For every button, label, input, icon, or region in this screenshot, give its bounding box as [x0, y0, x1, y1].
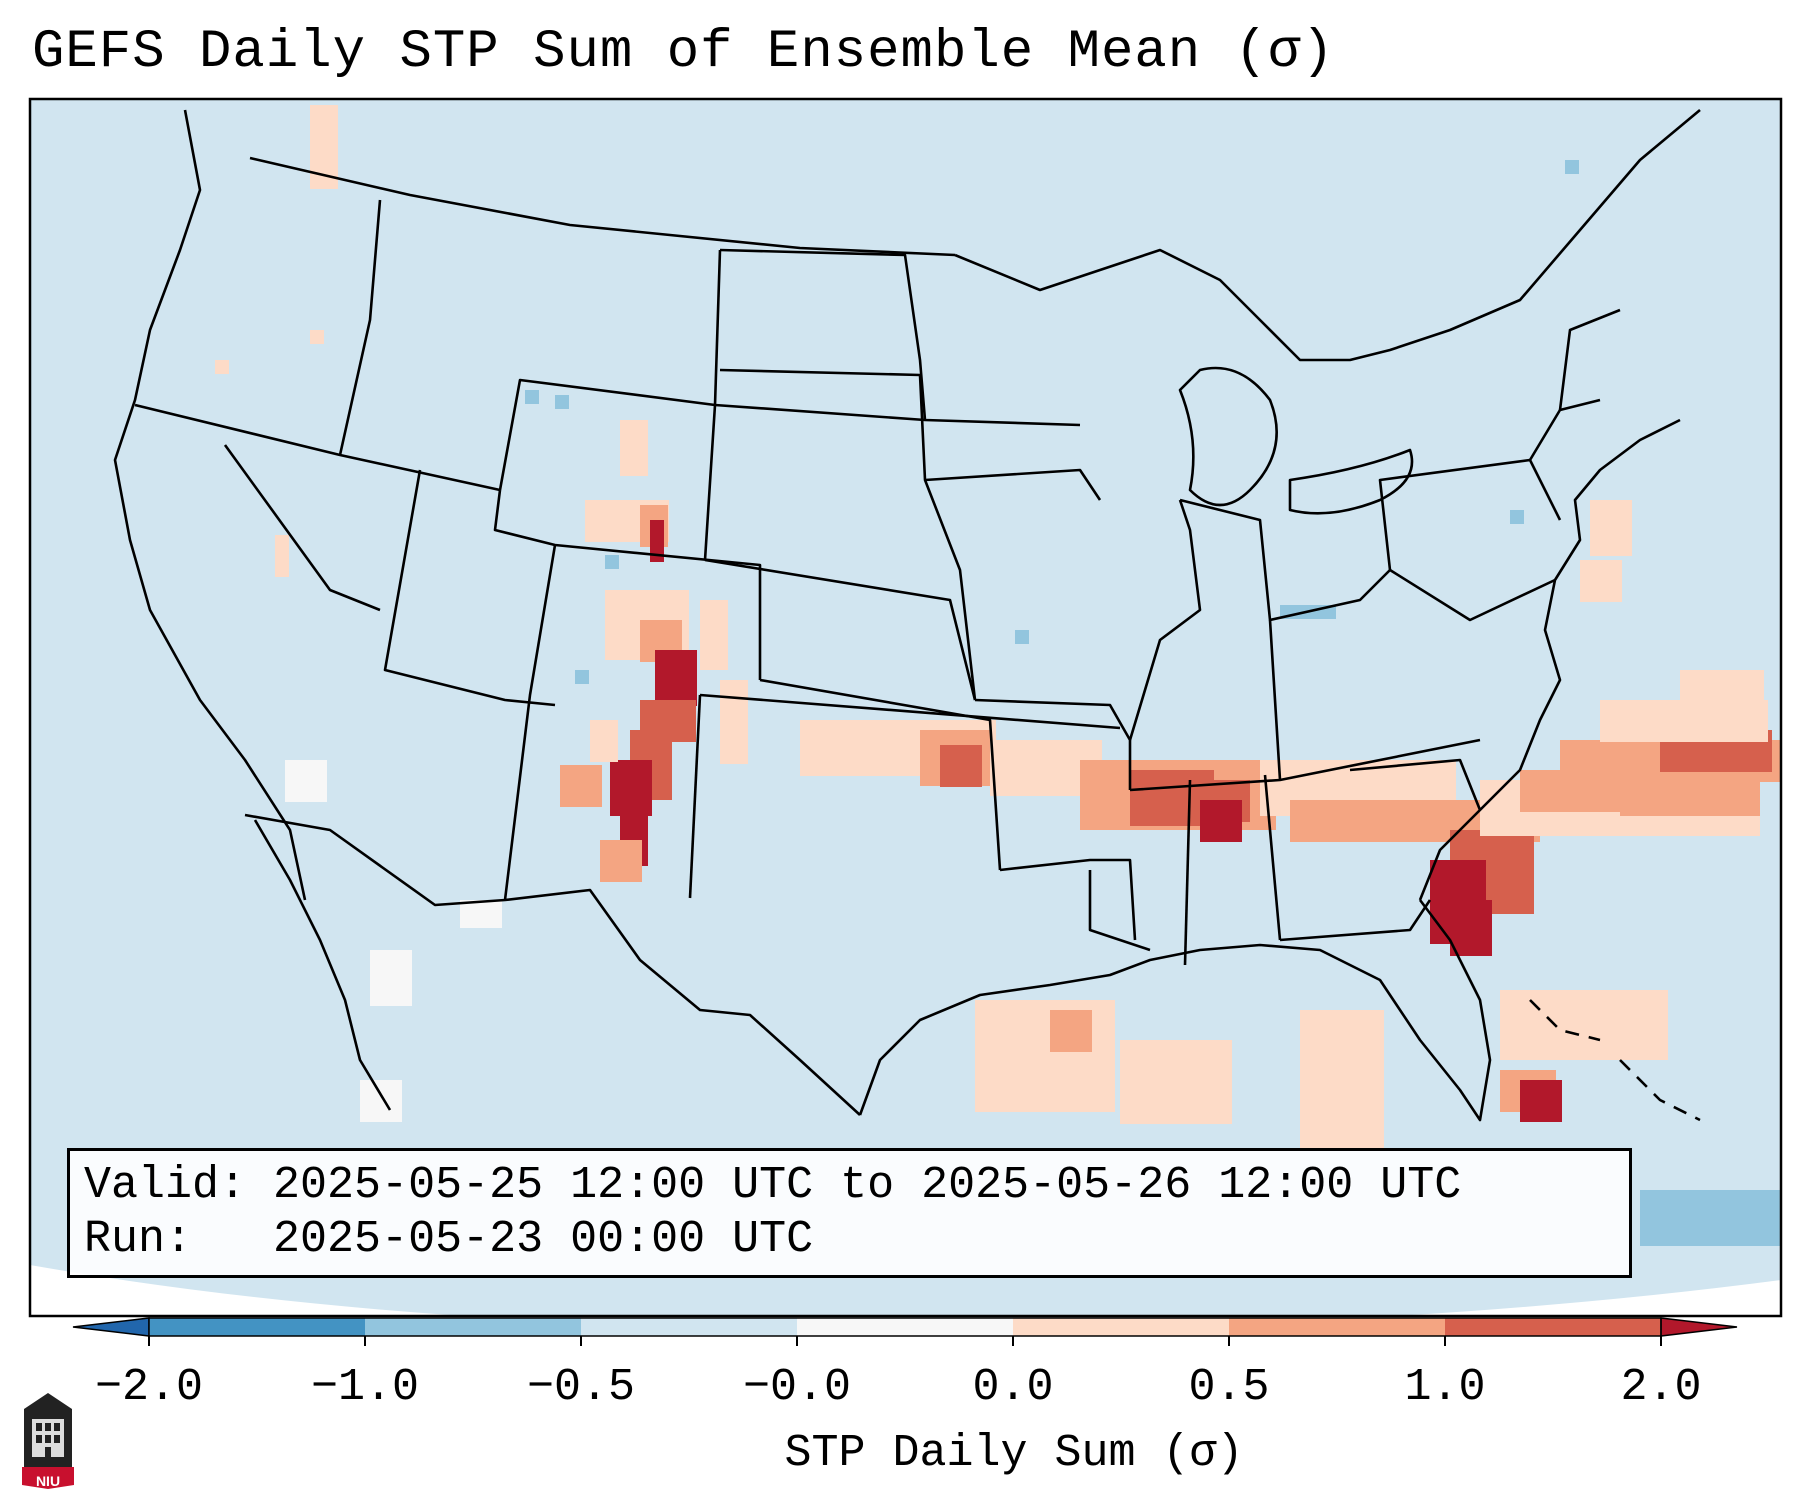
stp-cell: [1565, 160, 1579, 174]
stp-cell: [600, 840, 642, 882]
us-canada-border-west: [249, 156, 956, 257]
colorbar-tick-label: 0.5: [1188, 1362, 1270, 1413]
stp-cell: [720, 680, 748, 764]
off-projection-area: [30, 1265, 1781, 1316]
colorbar-tick-label: 0.0: [972, 1362, 1054, 1413]
colorbar-tick-label: −0.0: [742, 1362, 852, 1413]
colorbar-bin: [797, 1318, 1013, 1336]
colorbar-tick-label: −1.0: [310, 1362, 420, 1413]
colorbar-bin: [1445, 1318, 1661, 1336]
colorbar-tick-label: −0.5: [526, 1362, 636, 1413]
colorbar: [72, 1317, 1738, 1346]
stp-cell: [1580, 560, 1622, 602]
stp-cell: [1200, 800, 1242, 842]
pacific-coastline: [113, 109, 307, 901]
stp-cell: [1510, 510, 1524, 524]
valid-value: 2025-05-25 12:00 UTC to 2025-05-26 12:00…: [273, 1160, 1462, 1211]
stp-cell: [285, 760, 327, 802]
stp-cell: [360, 1080, 402, 1122]
stp-cell: [1450, 900, 1492, 956]
valid-label: Valid:: [84, 1160, 247, 1211]
valid-run-info-box: Valid: 2025-05-25 12:00 UTC to 2025-05-2…: [67, 1148, 1632, 1278]
stp-cell: [590, 720, 618, 762]
colorbar-bin: [1013, 1318, 1229, 1336]
map-background: [30, 99, 1781, 1316]
lake-michigan: [1178, 366, 1278, 507]
colorbar-tick-label: 1.0: [1404, 1362, 1486, 1413]
stp-cell: [620, 420, 648, 476]
stp-cell: [650, 520, 664, 562]
colorbar-label: STP Daily Sum (σ): [784, 1428, 1244, 1479]
map-frame: [28, 97, 1783, 1318]
stp-cell: [1300, 1010, 1384, 1150]
stp-cell: [975, 1000, 1115, 1112]
colorbar-bin: [581, 1318, 797, 1336]
run-value: 2025-05-23 00:00 UTC: [273, 1214, 814, 1265]
stp-cell: [1050, 1010, 1092, 1052]
colorbar-tick-label: −2.0: [94, 1362, 204, 1413]
run-label: Run:: [84, 1214, 193, 1265]
stp-cell: [310, 330, 324, 344]
stp-cell: [1500, 990, 1668, 1060]
stp-cell: [1290, 800, 1402, 842]
stp-cell: [610, 760, 652, 816]
colorbar-over-arrow: [1660, 1317, 1738, 1337]
lake-erie: [1288, 448, 1414, 515]
colorbar-under-arrow: [72, 1317, 150, 1337]
stp-cell: [1680, 670, 1764, 726]
stp-cell: [1590, 500, 1632, 556]
stp-cell: [1520, 1080, 1562, 1122]
stp-cell: [1640, 1190, 1780, 1246]
stp-cell: [275, 535, 289, 577]
colorbar-bin: [365, 1318, 581, 1336]
colorbar-bin: [1229, 1318, 1445, 1336]
stp-cell: [555, 395, 569, 409]
niu-logo: NIU: [18, 1389, 78, 1489]
stp-cell: [525, 390, 539, 404]
stp-cell: [700, 600, 728, 670]
us-mexico-border: [244, 813, 861, 1116]
stp-cell: [1015, 630, 1029, 644]
stp-cell: [370, 950, 412, 1006]
figure-title: GEFS Daily STP Sum of Ensemble Mean (σ): [32, 22, 1335, 83]
colorbar-tick-label: 2.0: [1620, 1362, 1702, 1413]
stp-cell: [655, 650, 697, 706]
stp-cell: [460, 900, 502, 928]
stp-cell: [1120, 1040, 1232, 1124]
gulf-coastline: [858, 899, 1492, 1122]
stp-cell: [940, 745, 982, 787]
stp-cell: [575, 670, 589, 684]
stp-cell: [215, 360, 229, 374]
stp-cell: [605, 555, 619, 569]
colorbar-bin: [149, 1318, 365, 1336]
logo-text: NIU: [35, 1473, 61, 1489]
boundaries: [113, 109, 1701, 1122]
stp-cell: [560, 765, 602, 807]
